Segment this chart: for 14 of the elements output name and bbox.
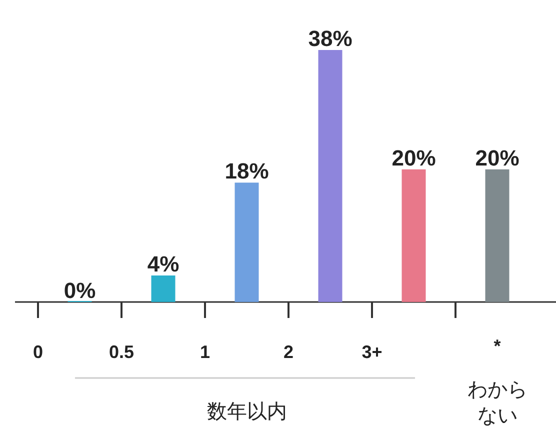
data-label: 20%: [392, 145, 436, 170]
x-tick-label: 2: [283, 342, 294, 362]
x-tick-label: 0: [32, 342, 44, 362]
text: わからない: [467, 379, 528, 427]
x-tick-label: 3+: [362, 342, 382, 362]
x-tick-label: 0.5: [108, 342, 134, 362]
x-tick-label: 1: [200, 342, 210, 362]
data-label: 18%: [224, 158, 269, 184]
data-label: 20%: [475, 145, 520, 170]
data-label: 38%: [308, 26, 352, 51]
data-label: 0%: [64, 278, 96, 303]
text: 数年以内: [206, 401, 287, 423]
x-tick-label: *: [494, 336, 501, 356]
data-label: 4%: [147, 251, 180, 276]
